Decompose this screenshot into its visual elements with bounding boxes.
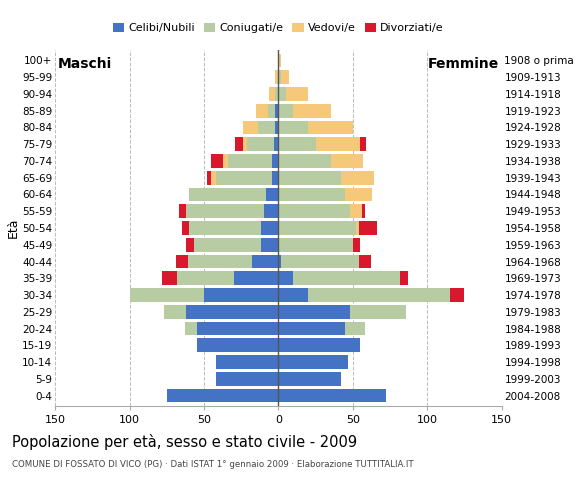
Bar: [278, 154, 331, 168]
Bar: [278, 372, 341, 385]
Bar: [286, 87, 308, 101]
Bar: [274, 137, 278, 151]
Text: COMUNE DI FOSSATO DI VICO (PG) · Dati ISTAT 1° gennaio 2009 · Elaborazione TUTTI: COMUNE DI FOSSATO DI VICO (PG) · Dati IS…: [12, 460, 413, 469]
Legend: Celibi/Nubili, Coniugati/e, Vedovi/e, Divorziati/e: Celibi/Nubili, Coniugati/e, Vedovi/e, Di…: [108, 18, 448, 38]
Bar: [278, 355, 349, 369]
Bar: [360, 137, 366, 151]
Bar: [258, 120, 275, 134]
Bar: [252, 254, 278, 268]
Bar: [362, 204, 365, 218]
Bar: [256, 104, 268, 118]
Bar: [278, 221, 356, 235]
Bar: [281, 254, 359, 268]
Bar: [242, 120, 258, 134]
Bar: [278, 87, 286, 101]
Bar: [278, 322, 345, 336]
Bar: [316, 137, 360, 151]
Bar: [184, 322, 197, 336]
Bar: [187, 254, 252, 268]
Y-axis label: Età: Età: [6, 218, 19, 238]
Bar: [129, 288, 204, 302]
Bar: [341, 171, 374, 185]
Bar: [353, 238, 360, 252]
Bar: [278, 338, 360, 352]
Bar: [278, 171, 341, 185]
Bar: [276, 87, 278, 101]
Bar: [162, 271, 177, 285]
Bar: [276, 71, 278, 84]
Bar: [278, 288, 308, 302]
Bar: [260, 221, 278, 235]
Bar: [266, 188, 278, 202]
Bar: [204, 288, 278, 302]
Bar: [278, 204, 350, 218]
Bar: [223, 154, 228, 168]
Bar: [356, 221, 359, 235]
Bar: [242, 137, 247, 151]
Bar: [278, 254, 281, 268]
Bar: [273, 171, 278, 185]
Bar: [228, 154, 273, 168]
Bar: [189, 221, 260, 235]
Bar: [359, 254, 371, 268]
Bar: [216, 171, 273, 185]
Bar: [450, 288, 465, 302]
Bar: [278, 120, 308, 134]
Y-axis label: Anno di nascita: Anno di nascita: [578, 180, 580, 276]
Bar: [216, 372, 278, 385]
Bar: [247, 137, 274, 151]
Bar: [400, 271, 408, 285]
Bar: [197, 322, 278, 336]
Bar: [189, 188, 266, 202]
Bar: [308, 120, 353, 134]
Bar: [207, 171, 211, 185]
Bar: [350, 305, 407, 319]
Bar: [293, 104, 331, 118]
Bar: [278, 188, 345, 202]
Bar: [278, 238, 353, 252]
Bar: [350, 204, 362, 218]
Bar: [278, 305, 350, 319]
Bar: [278, 389, 386, 402]
Bar: [331, 154, 363, 168]
Bar: [345, 188, 372, 202]
Bar: [216, 355, 278, 369]
Bar: [211, 171, 216, 185]
Bar: [235, 137, 242, 151]
Bar: [234, 271, 278, 285]
Bar: [276, 120, 278, 134]
Bar: [278, 104, 293, 118]
Bar: [308, 288, 450, 302]
Bar: [278, 271, 293, 285]
Bar: [186, 204, 263, 218]
Bar: [276, 104, 278, 118]
Bar: [186, 305, 278, 319]
Bar: [359, 221, 376, 235]
Bar: [345, 322, 365, 336]
Text: Femmine: Femmine: [427, 57, 499, 71]
Bar: [167, 389, 278, 402]
Bar: [211, 154, 223, 168]
Bar: [281, 71, 289, 84]
Bar: [273, 154, 278, 168]
Bar: [177, 271, 234, 285]
Bar: [186, 238, 194, 252]
Bar: [278, 54, 281, 67]
Bar: [263, 204, 278, 218]
Bar: [270, 87, 275, 101]
Bar: [260, 238, 278, 252]
Text: Popolazione per età, sesso e stato civile - 2009: Popolazione per età, sesso e stato civil…: [12, 434, 357, 450]
Bar: [164, 305, 186, 319]
Bar: [179, 204, 186, 218]
Bar: [293, 271, 400, 285]
Bar: [278, 137, 316, 151]
Text: Maschi: Maschi: [58, 57, 113, 71]
Bar: [278, 71, 281, 84]
Bar: [182, 221, 189, 235]
Bar: [197, 338, 278, 352]
Bar: [194, 238, 260, 252]
Bar: [268, 104, 276, 118]
Bar: [176, 254, 187, 268]
